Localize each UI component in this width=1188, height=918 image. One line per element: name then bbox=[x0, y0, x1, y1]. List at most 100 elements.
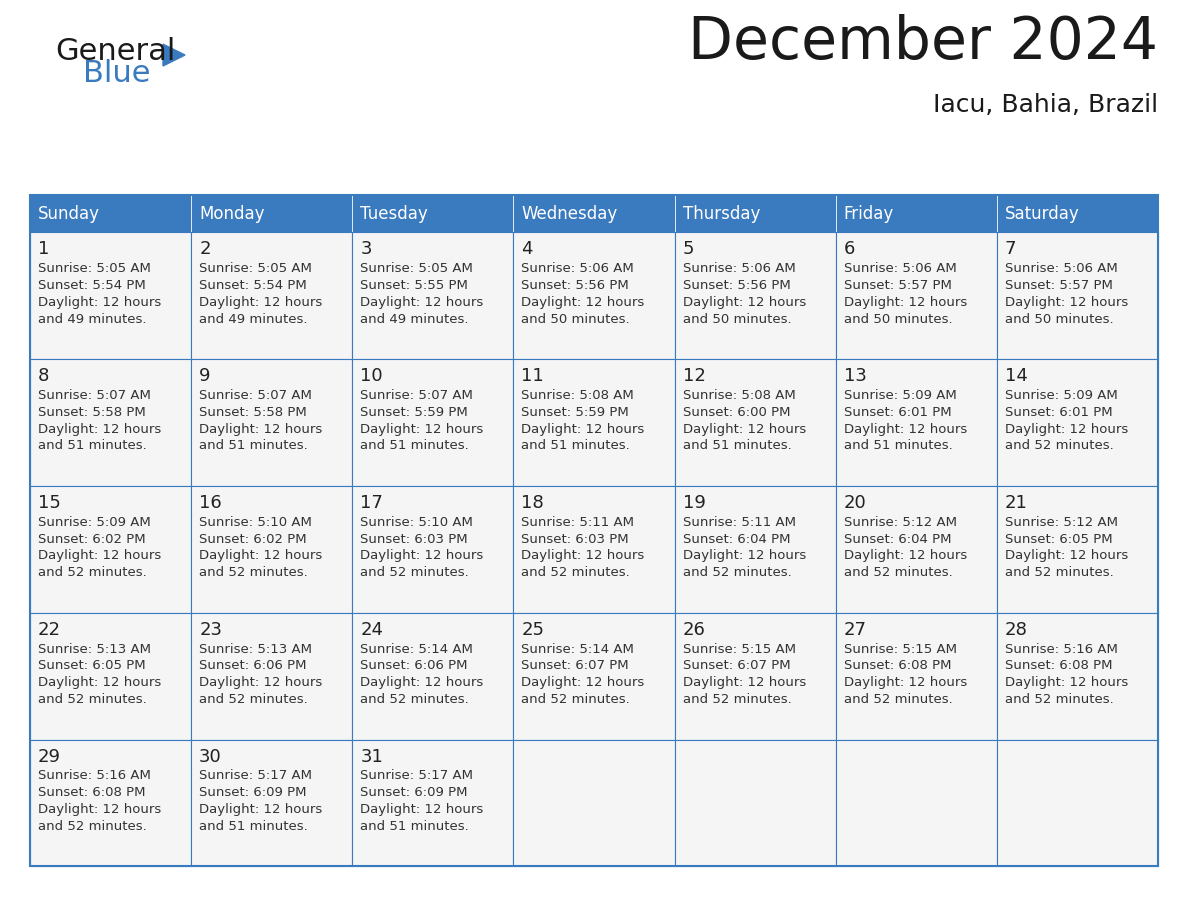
Text: and 52 minutes.: and 52 minutes. bbox=[522, 693, 630, 706]
Text: Sunrise: 5:11 AM: Sunrise: 5:11 AM bbox=[683, 516, 796, 529]
Text: Sunset: 6:01 PM: Sunset: 6:01 PM bbox=[1005, 406, 1112, 419]
Text: Sunset: 6:01 PM: Sunset: 6:01 PM bbox=[843, 406, 952, 419]
Text: Sunrise: 5:15 AM: Sunrise: 5:15 AM bbox=[843, 643, 956, 655]
Text: Sunrise: 5:06 AM: Sunrise: 5:06 AM bbox=[522, 263, 634, 275]
Text: 15: 15 bbox=[38, 494, 61, 512]
Text: and 51 minutes.: and 51 minutes. bbox=[360, 820, 469, 833]
Text: Sunrise: 5:14 AM: Sunrise: 5:14 AM bbox=[522, 643, 634, 655]
Text: and 51 minutes.: and 51 minutes. bbox=[200, 440, 308, 453]
Text: and 52 minutes.: and 52 minutes. bbox=[683, 566, 791, 579]
Text: and 52 minutes.: and 52 minutes. bbox=[200, 566, 308, 579]
Text: 21: 21 bbox=[1005, 494, 1028, 512]
Text: 4: 4 bbox=[522, 241, 533, 258]
Text: Sunset: 5:57 PM: Sunset: 5:57 PM bbox=[843, 279, 952, 292]
Text: Sunrise: 5:17 AM: Sunrise: 5:17 AM bbox=[360, 769, 473, 782]
Text: Sunrise: 5:14 AM: Sunrise: 5:14 AM bbox=[360, 643, 473, 655]
Text: and 50 minutes.: and 50 minutes. bbox=[683, 313, 791, 326]
Text: 29: 29 bbox=[38, 747, 61, 766]
Bar bbox=[191, 486, 353, 613]
Bar bbox=[513, 486, 675, 613]
Text: and 52 minutes.: and 52 minutes. bbox=[843, 566, 953, 579]
Polygon shape bbox=[163, 44, 185, 66]
Text: Daylight: 12 hours: Daylight: 12 hours bbox=[200, 550, 322, 563]
Text: and 50 minutes.: and 50 minutes. bbox=[522, 313, 630, 326]
Text: 17: 17 bbox=[360, 494, 384, 512]
Text: and 52 minutes.: and 52 minutes. bbox=[683, 693, 791, 706]
Text: Sunrise: 5:12 AM: Sunrise: 5:12 AM bbox=[843, 516, 956, 529]
Text: Sunrise: 5:08 AM: Sunrise: 5:08 AM bbox=[522, 389, 634, 402]
Bar bbox=[191, 613, 353, 740]
Text: Daylight: 12 hours: Daylight: 12 hours bbox=[522, 422, 645, 436]
Bar bbox=[30, 195, 1158, 867]
Bar bbox=[30, 232, 191, 359]
Text: Sunrise: 5:07 AM: Sunrise: 5:07 AM bbox=[360, 389, 473, 402]
Text: Tuesday: Tuesday bbox=[360, 205, 428, 222]
Text: 27: 27 bbox=[843, 621, 867, 639]
Bar bbox=[191, 195, 353, 232]
Bar bbox=[997, 486, 1158, 613]
Text: and 52 minutes.: and 52 minutes. bbox=[360, 693, 469, 706]
Text: Sunset: 6:02 PM: Sunset: 6:02 PM bbox=[38, 532, 146, 545]
Bar bbox=[675, 486, 835, 613]
Bar bbox=[513, 740, 675, 867]
Text: Sunrise: 5:11 AM: Sunrise: 5:11 AM bbox=[522, 516, 634, 529]
Text: Sunrise: 5:15 AM: Sunrise: 5:15 AM bbox=[683, 643, 796, 655]
Text: Daylight: 12 hours: Daylight: 12 hours bbox=[843, 422, 967, 436]
Text: Sunset: 6:09 PM: Sunset: 6:09 PM bbox=[360, 786, 468, 800]
Text: Sunrise: 5:13 AM: Sunrise: 5:13 AM bbox=[200, 643, 312, 655]
Text: Monday: Monday bbox=[200, 205, 265, 222]
Text: 28: 28 bbox=[1005, 621, 1028, 639]
Text: Sunset: 6:03 PM: Sunset: 6:03 PM bbox=[522, 532, 630, 545]
Text: and 51 minutes.: and 51 minutes. bbox=[38, 440, 147, 453]
Bar bbox=[191, 359, 353, 486]
Text: Daylight: 12 hours: Daylight: 12 hours bbox=[1005, 422, 1129, 436]
Bar bbox=[675, 195, 835, 232]
Bar bbox=[191, 740, 353, 867]
Text: Daylight: 12 hours: Daylight: 12 hours bbox=[38, 677, 162, 689]
Text: and 52 minutes.: and 52 minutes. bbox=[38, 693, 147, 706]
Text: 19: 19 bbox=[683, 494, 706, 512]
Text: and 52 minutes.: and 52 minutes. bbox=[1005, 693, 1113, 706]
Bar bbox=[835, 486, 997, 613]
Text: Daylight: 12 hours: Daylight: 12 hours bbox=[683, 550, 805, 563]
Bar bbox=[513, 613, 675, 740]
Text: Sunset: 6:04 PM: Sunset: 6:04 PM bbox=[683, 532, 790, 545]
Text: 23: 23 bbox=[200, 621, 222, 639]
Text: Sunrise: 5:10 AM: Sunrise: 5:10 AM bbox=[200, 516, 312, 529]
Text: Sunrise: 5:16 AM: Sunrise: 5:16 AM bbox=[38, 769, 151, 782]
Bar bbox=[997, 613, 1158, 740]
Text: and 52 minutes.: and 52 minutes. bbox=[843, 693, 953, 706]
Text: Daylight: 12 hours: Daylight: 12 hours bbox=[200, 677, 322, 689]
Bar bbox=[30, 359, 191, 486]
Text: 9: 9 bbox=[200, 367, 210, 386]
Text: Thursday: Thursday bbox=[683, 205, 760, 222]
Text: Sunset: 5:54 PM: Sunset: 5:54 PM bbox=[38, 279, 146, 292]
Text: Daylight: 12 hours: Daylight: 12 hours bbox=[522, 677, 645, 689]
Bar bbox=[997, 359, 1158, 486]
Text: 1: 1 bbox=[38, 241, 50, 258]
Text: Sunrise: 5:08 AM: Sunrise: 5:08 AM bbox=[683, 389, 795, 402]
Text: Daylight: 12 hours: Daylight: 12 hours bbox=[843, 677, 967, 689]
Text: Daylight: 12 hours: Daylight: 12 hours bbox=[683, 296, 805, 308]
Text: and 51 minutes.: and 51 minutes. bbox=[200, 820, 308, 833]
Text: Sunset: 6:02 PM: Sunset: 6:02 PM bbox=[200, 532, 307, 545]
Text: 10: 10 bbox=[360, 367, 383, 386]
Bar bbox=[30, 613, 191, 740]
Bar bbox=[353, 486, 513, 613]
Text: Daylight: 12 hours: Daylight: 12 hours bbox=[843, 296, 967, 308]
Bar bbox=[353, 613, 513, 740]
Text: Sunset: 6:08 PM: Sunset: 6:08 PM bbox=[1005, 659, 1112, 672]
Text: Sunrise: 5:10 AM: Sunrise: 5:10 AM bbox=[360, 516, 473, 529]
Text: Sunrise: 5:05 AM: Sunrise: 5:05 AM bbox=[360, 263, 473, 275]
Bar bbox=[997, 740, 1158, 867]
Text: Sunset: 6:07 PM: Sunset: 6:07 PM bbox=[683, 659, 790, 672]
Text: Sunset: 6:09 PM: Sunset: 6:09 PM bbox=[200, 786, 307, 800]
Text: and 52 minutes.: and 52 minutes. bbox=[360, 566, 469, 579]
Text: Sunrise: 5:09 AM: Sunrise: 5:09 AM bbox=[38, 516, 151, 529]
Text: Sunset: 6:00 PM: Sunset: 6:00 PM bbox=[683, 406, 790, 419]
Text: Sunset: 5:56 PM: Sunset: 5:56 PM bbox=[683, 279, 790, 292]
Bar bbox=[30, 195, 191, 232]
Text: 7: 7 bbox=[1005, 241, 1017, 258]
Text: 18: 18 bbox=[522, 494, 544, 512]
Text: Sunrise: 5:05 AM: Sunrise: 5:05 AM bbox=[200, 263, 312, 275]
